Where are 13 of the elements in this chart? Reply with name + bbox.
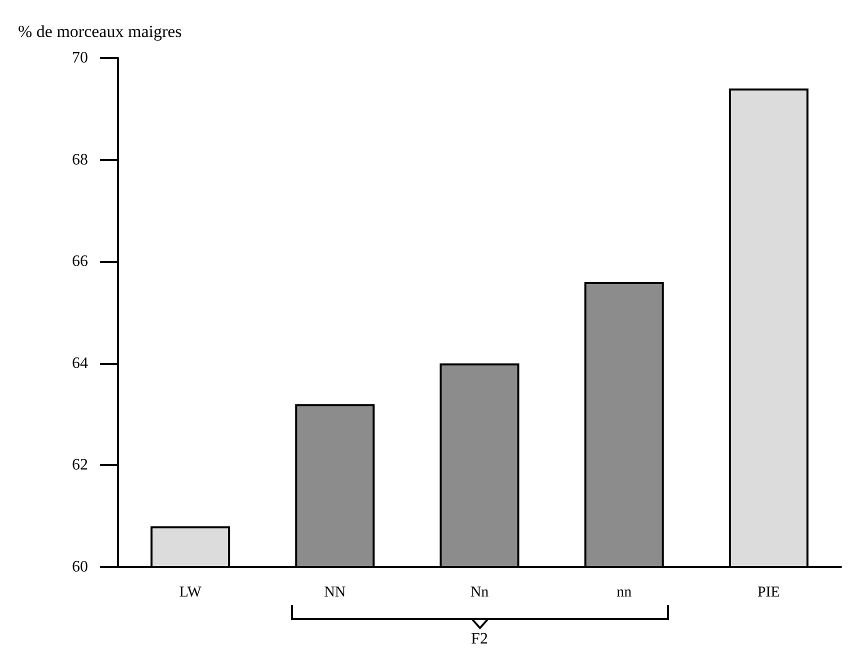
y-tick-label: 62 [72,456,88,474]
y-tick-label: 60 [72,558,88,576]
y-tick-label: 68 [72,151,88,168]
x-tick-label: nn [616,584,632,600]
x-tick-label: PIE [757,584,780,600]
y-tick-label: 64 [72,354,88,372]
y-tick-label: 66 [72,253,88,270]
x-tick-label: Nn [470,584,490,600]
y-tick-label: 70 [72,50,88,66]
text: F2 [471,630,488,648]
x-tick-label: LW [179,584,202,600]
y-axis-title: % de morceaux maigres [18,22,182,41]
x-tick-label: NN [324,584,346,600]
